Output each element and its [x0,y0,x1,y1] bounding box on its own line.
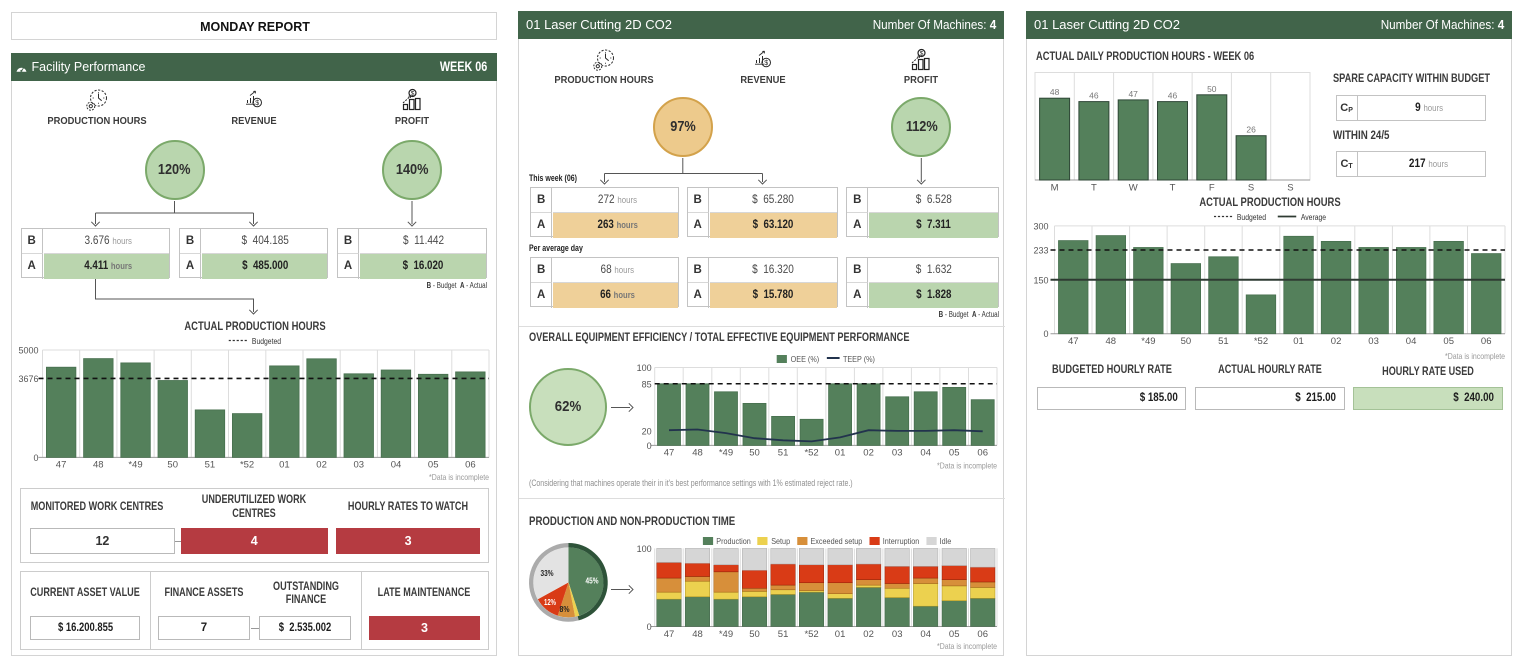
svg-text:*Data is incomplete: *Data is incomplete [429,472,489,482]
svg-text:02: 02 [316,460,327,471]
svg-text:3676: 3676 [18,374,38,384]
svg-text:51: 51 [778,448,789,459]
svg-text:*49: *49 [719,629,733,640]
svg-text:03: 03 [354,460,365,471]
svg-text:W: W [1129,182,1138,193]
svg-text:05: 05 [428,460,439,471]
svg-text:20: 20 [642,426,652,436]
svg-text:01: 01 [835,629,846,640]
svg-text:48: 48 [93,460,104,471]
svg-text:46: 46 [1168,90,1178,100]
svg-text:233: 233 [1033,245,1048,255]
svg-text:33%: 33% [541,569,554,578]
svg-text:100: 100 [637,363,652,373]
svg-text:04: 04 [920,448,931,459]
svg-text:47: 47 [1068,336,1079,347]
svg-text:04: 04 [391,460,402,471]
svg-text:8%: 8% [560,605,570,614]
svg-text:47: 47 [664,448,675,459]
svg-text:01: 01 [279,460,290,471]
svg-text:05: 05 [949,448,960,459]
svg-text:0: 0 [647,622,652,632]
svg-text:$: $ [411,90,415,97]
svg-text:51: 51 [205,460,216,471]
svg-text:0: 0 [647,441,652,451]
svg-text:48: 48 [692,448,703,459]
svg-text:*Data is incomplete: *Data is incomplete [937,461,997,471]
svg-text:47: 47 [56,460,67,471]
svg-text:05: 05 [949,629,960,640]
svg-text:06: 06 [977,629,988,640]
svg-text:02: 02 [863,629,874,640]
svg-text:F: F [1209,182,1215,193]
svg-text:47: 47 [664,629,675,640]
svg-text:06: 06 [465,460,476,471]
svg-text:04: 04 [1406,336,1417,347]
svg-text:0: 0 [1043,329,1048,339]
svg-text:05: 05 [1443,336,1454,347]
svg-text:04: 04 [920,629,931,640]
svg-text:48: 48 [1106,336,1117,347]
svg-text:*49: *49 [719,448,733,459]
svg-text:46: 46 [1089,90,1099,100]
svg-text:51: 51 [778,629,789,640]
svg-text:5000: 5000 [18,346,38,356]
svg-text:50: 50 [1181,336,1192,347]
svg-text:50: 50 [749,448,760,459]
svg-text:02: 02 [1331,336,1342,347]
svg-text:06: 06 [1481,336,1492,347]
svg-text:48: 48 [692,629,703,640]
svg-text:03: 03 [892,448,903,459]
svg-text:45%: 45% [586,576,599,585]
svg-text:150: 150 [1033,275,1048,285]
svg-text:26: 26 [1246,124,1256,134]
svg-text:51: 51 [1218,336,1229,347]
svg-text:03: 03 [892,629,903,640]
svg-text:*52: *52 [1254,336,1268,347]
svg-text:T: T [1170,182,1176,193]
svg-text:50: 50 [749,629,760,640]
svg-text:*49: *49 [128,460,142,471]
svg-text:48: 48 [1050,87,1060,97]
svg-text:$: $ [920,50,924,57]
svg-text:0: 0 [33,453,38,463]
svg-text:*52: *52 [804,629,818,640]
svg-text:*Data is incomplete: *Data is incomplete [937,641,997,651]
svg-text:06: 06 [977,448,988,459]
svg-text:S: S [1287,182,1293,193]
svg-text:$: $ [765,60,769,67]
svg-text:47: 47 [1128,88,1138,98]
svg-text:02: 02 [863,448,874,459]
svg-text:*49: *49 [1141,336,1155,347]
svg-text:50: 50 [1207,83,1217,93]
svg-text:S: S [1248,182,1254,193]
svg-text:*52: *52 [240,460,254,471]
svg-text:01: 01 [835,448,846,459]
svg-text:50: 50 [167,460,178,471]
svg-text:01: 01 [1293,336,1304,347]
svg-text:T: T [1091,182,1097,193]
svg-text:03: 03 [1368,336,1379,347]
svg-text:12%: 12% [544,598,556,607]
svg-text:*52: *52 [804,448,818,459]
svg-text:100: 100 [637,544,652,554]
svg-text:300: 300 [1033,221,1048,231]
svg-text:85: 85 [642,379,652,389]
svg-text:M: M [1051,182,1059,193]
svg-text:*Data is incomplete: *Data is incomplete [1445,351,1505,361]
svg-text:$: $ [255,100,259,107]
